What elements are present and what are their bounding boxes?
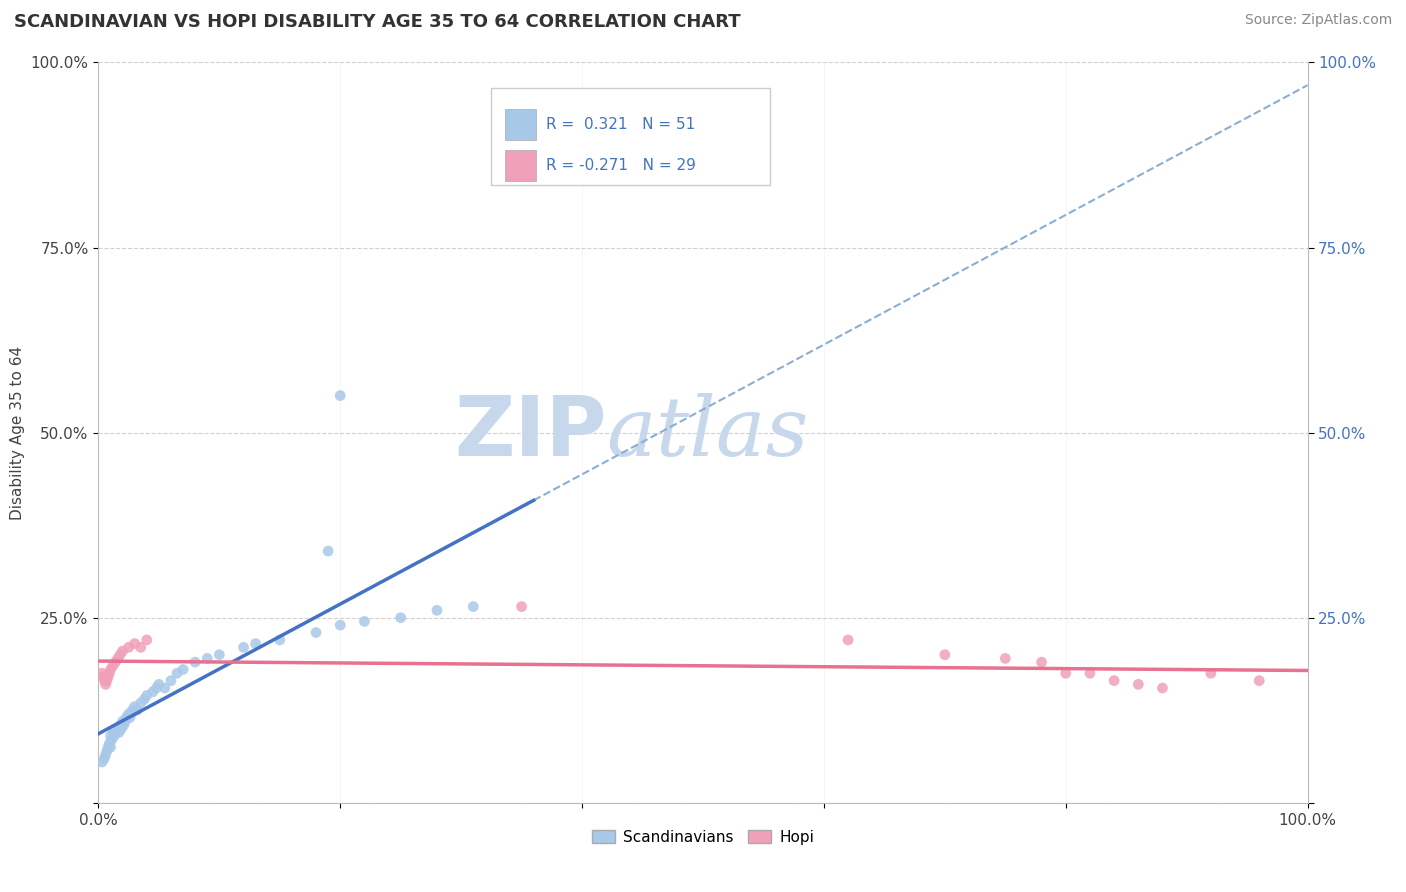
FancyBboxPatch shape [492, 88, 769, 185]
Point [100, 663, 122, 677]
Point [97, 740, 120, 755]
Point [104, 725, 127, 739]
Point [96, 673, 118, 688]
Point [389, 610, 412, 624]
Point [172, 663, 194, 677]
Point [97, 670, 120, 684]
Point [1078, 666, 1101, 681]
Point [426, 603, 449, 617]
Point [353, 615, 375, 629]
Point [127, 703, 149, 717]
FancyBboxPatch shape [505, 109, 536, 140]
Point [93, 673, 115, 688]
Point [148, 677, 170, 691]
Point [91, 755, 114, 769]
Point [1054, 666, 1077, 681]
Point [1031, 655, 1053, 669]
Point [129, 696, 152, 710]
Point [98, 737, 121, 751]
Point [107, 651, 129, 665]
Point [510, 599, 533, 614]
Point [105, 722, 128, 736]
Point [134, 692, 156, 706]
Point [108, 718, 131, 732]
Point [1199, 666, 1222, 681]
Point [232, 640, 254, 655]
Point [129, 640, 152, 655]
Point [124, 637, 146, 651]
Point [329, 618, 352, 632]
Text: SCANDINAVIAN VS HOPI DISABILITY AGE 35 TO 64 CORRELATION CHART: SCANDINAVIAN VS HOPI DISABILITY AGE 35 T… [14, 13, 741, 31]
Point [104, 655, 127, 669]
Point [118, 711, 141, 725]
Point [103, 729, 125, 743]
Y-axis label: Disability Age 35 to 64: Disability Age 35 to 64 [10, 345, 25, 520]
Point [108, 648, 131, 662]
Text: atlas: atlas [606, 392, 808, 473]
Point [111, 714, 134, 729]
Point [115, 711, 138, 725]
Point [1249, 673, 1271, 688]
Point [124, 699, 146, 714]
Point [184, 655, 207, 669]
Point [153, 681, 176, 695]
Text: R =  0.321   N = 51: R = 0.321 N = 51 [546, 117, 695, 132]
Point [994, 651, 1017, 665]
Text: R = -0.271   N = 29: R = -0.271 N = 29 [546, 158, 696, 173]
Point [463, 599, 485, 614]
Point [110, 722, 132, 736]
Point [114, 714, 136, 729]
Point [934, 648, 956, 662]
Point [305, 625, 328, 640]
Point [837, 632, 859, 647]
Point [120, 706, 142, 721]
Point [107, 722, 129, 736]
Point [145, 681, 167, 695]
Point [135, 632, 157, 647]
Point [93, 751, 115, 765]
Point [94, 677, 117, 691]
Text: ZIP: ZIP [454, 392, 606, 473]
Point [135, 689, 157, 703]
Point [101, 725, 124, 739]
Point [329, 388, 352, 402]
Point [118, 706, 141, 721]
Point [94, 747, 117, 762]
Text: Source: ZipAtlas.com: Source: ZipAtlas.com [1244, 13, 1392, 28]
Point [269, 632, 291, 647]
Point [245, 637, 267, 651]
Point [112, 718, 135, 732]
Point [195, 651, 218, 665]
Point [91, 666, 114, 681]
Point [121, 703, 143, 717]
Point [160, 673, 183, 688]
Point [118, 640, 141, 655]
Point [98, 666, 121, 681]
Point [111, 644, 134, 658]
Point [101, 658, 124, 673]
Point [100, 732, 122, 747]
Point [208, 648, 231, 662]
Point [1128, 677, 1150, 691]
Point [1152, 681, 1174, 695]
Point [100, 729, 122, 743]
Point [166, 666, 188, 681]
Point [96, 744, 118, 758]
Point [1102, 673, 1125, 688]
Point [142, 685, 165, 699]
Point [100, 740, 122, 755]
Point [316, 544, 339, 558]
Point [108, 725, 131, 739]
Point [91, 670, 114, 684]
Legend: Scandinavians, Hopi: Scandinavians, Hopi [586, 823, 820, 851]
FancyBboxPatch shape [505, 150, 536, 181]
